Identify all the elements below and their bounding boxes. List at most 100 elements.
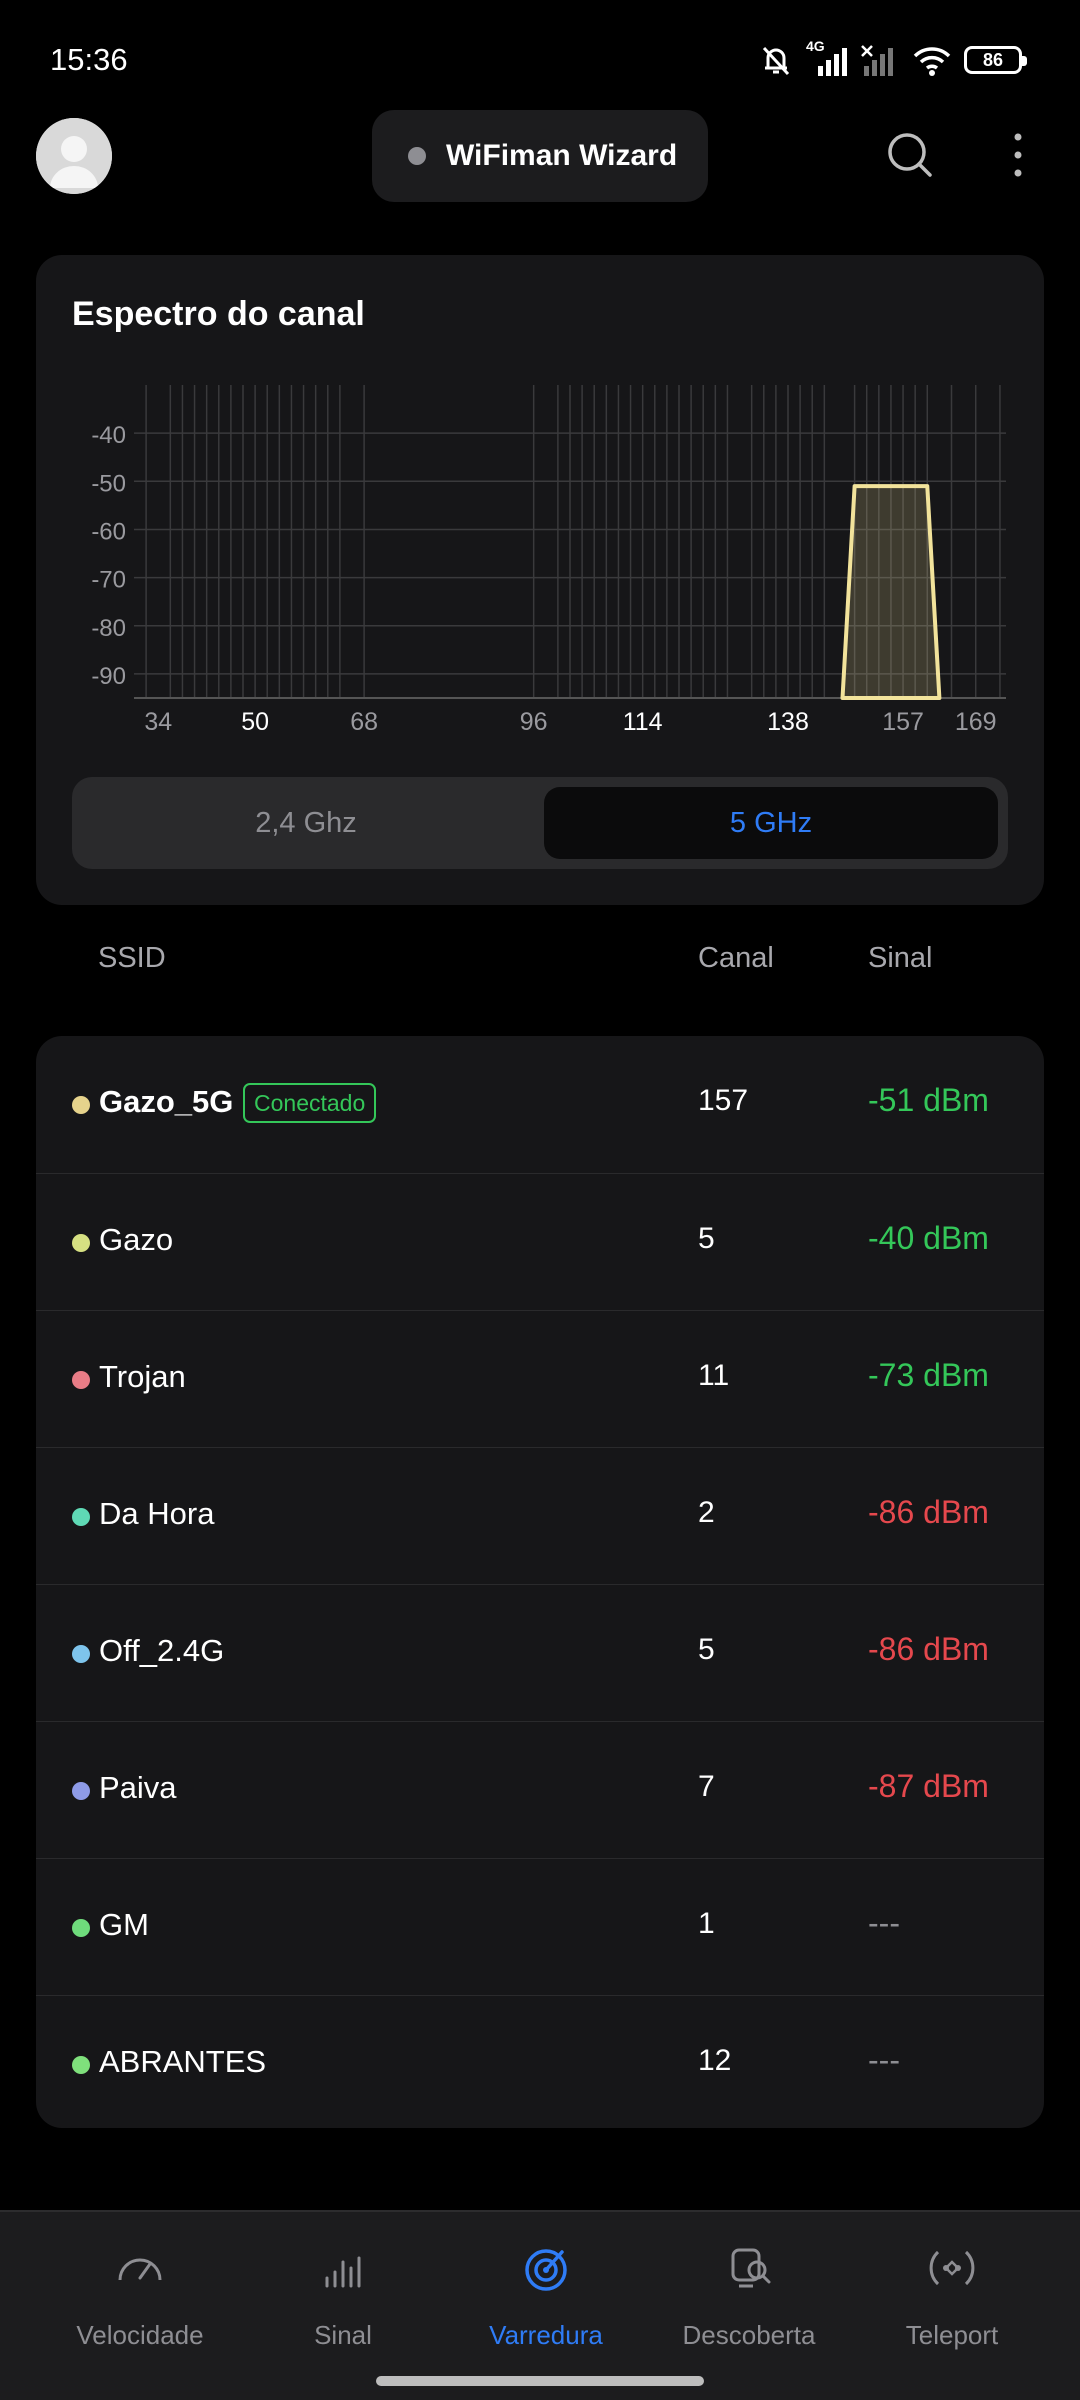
network-signal: -87 dBm (868, 1768, 989, 1804)
network-row[interactable]: Gazo 5 -40 dBm (36, 1173, 1044, 1310)
network-signal: -51 dBm (868, 1082, 989, 1118)
col-ssid-header: SSID (98, 942, 166, 974)
battery-level: 86 (982, 50, 1004, 70)
network-row[interactable]: Da Hora 2 -86 dBm (36, 1447, 1044, 1584)
signal-bars-icon (325, 2256, 361, 2288)
network-signal: -73 dBm (868, 1357, 989, 1393)
network-signal: --- (868, 2042, 900, 2078)
network-color-dot (72, 2056, 90, 2074)
avatar[interactable] (36, 118, 112, 194)
network-row[interactable]: ABRANTES 12 --- (36, 1995, 1044, 2128)
y-tick-label: -70 (91, 567, 126, 594)
network-ssid: Da Hora (99, 1496, 215, 1531)
wifi-icon (913, 47, 951, 76)
network-ssid: Off_2.4G (99, 1633, 225, 1668)
network-channel: 12 (698, 2044, 732, 2077)
status-time: 15:36 (50, 42, 128, 77)
x-tick-label: 96 (520, 708, 548, 736)
network-color-dot (72, 1096, 90, 1114)
wizard-button[interactable]: WiFiman Wizard (372, 110, 708, 202)
x-tick-label: 138 (767, 708, 809, 736)
nav-label: Descoberta (682, 2320, 816, 2350)
speedometer-icon (118, 2258, 162, 2281)
x-tick-label: 50 (241, 708, 269, 736)
nav-label: Sinal (314, 2320, 372, 2350)
channel-spectrum-chart: -40 -50 -60 -70 -80 -90 34 50 68 96 114 138 157 169 (91, 385, 1006, 736)
nav-label: Varredura (489, 2320, 603, 2350)
network-row[interactable]: Trojan 11 -73 dBm (36, 1310, 1044, 1447)
nav-item-teleport[interactable]: Teleport (844, 2212, 1060, 2362)
connected-badge: Conectado (243, 1083, 377, 1123)
band-24ghz-option[interactable]: 2,4 Ghz (255, 806, 357, 839)
network-channel: 5 (698, 1222, 715, 1255)
col-signal-header: Sinal (868, 942, 933, 974)
wizard-status-dot (408, 147, 426, 165)
network-signal: --- (868, 1905, 900, 1941)
x-tick-label: 169 (955, 708, 997, 736)
network-ssid: ABRANTES (99, 2044, 267, 2079)
cell-signal-icon: 4G (806, 38, 848, 78)
y-tick-label: -50 (91, 470, 126, 497)
band-toggle: 2,4 Ghz 5 GHz (72, 777, 1008, 869)
network-row[interactable]: Gazo_5G Conectado 157 -51 dBm (36, 1036, 1044, 1173)
network-channel: 5 (698, 1633, 715, 1666)
status-icons: 4G 86 (758, 38, 1027, 80)
network-signal: -86 dBm (868, 1631, 989, 1667)
x-tick-label: 68 (350, 708, 378, 736)
y-tick-label: -40 (91, 422, 126, 449)
nav-item-sinal[interactable]: Sinal (235, 2212, 451, 2362)
network-color-dot (72, 1234, 90, 1252)
y-tick-label: -90 (91, 663, 126, 690)
x-tick-label: 157 (882, 708, 924, 736)
bottom-nav: Velocidade Sinal Varredura Descoberta Telepo… (0, 2210, 1080, 2400)
network-channel: 7 (698, 1770, 715, 1803)
home-indicator[interactable] (376, 2376, 704, 2386)
network-ssid: GM (99, 1907, 149, 1942)
spectrum-title: Espectro do canal (72, 295, 365, 333)
teleport-icon (929, 2250, 975, 2286)
nav-label: Teleport (905, 2320, 999, 2350)
col-channel-header: Canal (698, 942, 774, 974)
spectrum-card: Espectro do canal -40 -50 -60 -70 -80 -90 34 50… (36, 255, 1044, 905)
y-tick-label: -60 (91, 518, 126, 545)
nav-label: Velocidade (76, 2320, 204, 2350)
cell-signal-weak-icon (861, 45, 893, 76)
network-color-dot (72, 1919, 90, 1937)
nav-item-varredura[interactable]: Varredura (438, 2212, 654, 2362)
status-bar: 15:36 4G (0, 0, 1080, 120)
network-type-label: 4G (806, 38, 825, 54)
search-icon[interactable] (880, 125, 940, 185)
device-discovery-icon (731, 2248, 771, 2288)
network-list: Gazo_5G Conectado 157 -51 dBm Gazo 5 -40 dBm Tr… (36, 1036, 1044, 2128)
battery-icon: 86 (964, 46, 1027, 74)
network-channel: 157 (698, 1084, 749, 1117)
x-tick-label: 114 (623, 708, 663, 736)
network-row[interactable]: GM 1 --- (36, 1858, 1044, 1995)
user-icon (36, 118, 112, 194)
network-row[interactable]: Off_2.4G 5 -86 dBm (36, 1584, 1044, 1721)
network-ssid: Gazo (99, 1222, 174, 1257)
channel-band-157 (840, 484, 942, 700)
nav-item-velocidade[interactable]: Velocidade (32, 2212, 248, 2362)
network-ssid: Trojan (99, 1359, 186, 1394)
x-tick-label: 34 (144, 708, 172, 736)
network-channel: 1 (698, 1907, 715, 1940)
network-color-dot (72, 1371, 90, 1389)
network-channel: 11 (698, 1359, 730, 1392)
network-signal: -40 dBm (868, 1220, 989, 1256)
network-color-dot (72, 1508, 90, 1526)
network-row[interactable]: Paiva 7 -87 dBm (36, 1721, 1044, 1858)
network-color-dot (72, 1782, 90, 1800)
network-ssid: Paiva (99, 1770, 177, 1805)
band-5ghz-option[interactable]: 5 GHz (544, 787, 998, 859)
network-ssid: Gazo_5G (99, 1084, 234, 1119)
nav-item-descoberta[interactable]: Descoberta (641, 2212, 857, 2362)
radar-scan-icon (525, 2249, 567, 2291)
muted-bell-icon (762, 46, 790, 76)
wizard-label: WiFiman Wizard (446, 139, 678, 172)
y-tick-label: -80 (91, 615, 126, 642)
network-signal: -86 dBm (868, 1494, 989, 1530)
network-color-dot (72, 1645, 90, 1663)
more-options-icon[interactable] (1000, 125, 1036, 185)
network-channel: 2 (698, 1496, 715, 1529)
